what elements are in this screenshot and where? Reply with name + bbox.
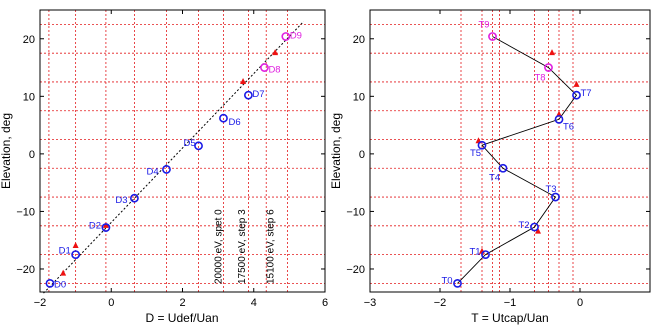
x-tick-label: 4 (251, 297, 257, 309)
grid (370, 10, 650, 292)
y-axis-label: Elevation, deg (0, 113, 13, 189)
red-marker (549, 49, 555, 56)
data-point-T6 (554, 114, 564, 124)
y-tick-label: −20 (346, 264, 365, 276)
vertical-annotation: 17500 eV, step 3 (237, 209, 248, 284)
y-tick-label: −10 (16, 206, 35, 218)
point-label-T1: T1 (470, 247, 481, 258)
point-label-T2: T2 (519, 220, 530, 231)
red-marker (272, 49, 279, 56)
data-point-T7 (572, 90, 581, 100)
x-tick-label: −2 (434, 297, 447, 309)
series-line (457, 36, 578, 284)
red-marker (573, 80, 580, 87)
vertical-annotation: 15100 eV, step 6 (265, 209, 276, 284)
data-point-T8 (544, 63, 553, 72)
y-tick-label: 20 (353, 34, 365, 46)
data-point-D4 (162, 165, 171, 174)
point-label-D4: D4 (146, 166, 158, 177)
point-label-D9: D9 (290, 30, 302, 41)
point-label-T8: T8 (535, 73, 546, 84)
point-label-T5: T5 (470, 148, 481, 159)
point-label-D5: D5 (184, 138, 196, 149)
y-tick-label: 20 (23, 34, 35, 46)
data-point-D6 (219, 113, 228, 123)
red-marker (535, 227, 541, 234)
y-tick-label: −10 (346, 206, 365, 218)
point-label-T0: T0 (442, 275, 453, 286)
data-point-D8 (260, 63, 269, 72)
point-label-D7: D7 (252, 89, 264, 100)
left-chart: 20000 eV, spet 0 17500 eV, step 3 15100 eV… (0, 9, 328, 325)
x-tick-label: 6 (322, 297, 328, 309)
data-point-D3 (130, 193, 139, 203)
data-point-T4 (498, 163, 508, 173)
x-axis-label: T = Utcap/Uan (471, 311, 548, 325)
red-marker (240, 77, 247, 84)
y-tick-label: 10 (353, 91, 365, 103)
grid (40, 10, 325, 292)
annotations (457, 36, 578, 284)
data-point-D5 (194, 141, 203, 151)
x-tick-label: 0 (108, 297, 114, 309)
x-tick-label: 0 (577, 297, 583, 309)
data-point-T9 (488, 32, 497, 41)
point-label-T4: T4 (489, 172, 500, 183)
point-label-D3: D3 (115, 195, 127, 206)
point-label-T7: T7 (581, 88, 592, 99)
data-point-T0 (453, 278, 462, 288)
x-axis-label: D = Udef/Uan (145, 311, 218, 325)
data-point-T2 (530, 222, 539, 232)
x-tick-label: −3 (364, 297, 377, 309)
data-point-D1 (71, 250, 81, 259)
y-tick-label: 0 (359, 149, 365, 161)
data-point-D0 (45, 278, 55, 288)
point-label-D1: D1 (59, 246, 71, 257)
x-tick-label: −2 (34, 297, 47, 309)
vertical-annotation: 20000 eV, spet 0 (214, 209, 225, 284)
x-tick-label: 2 (179, 297, 185, 309)
y-tick-label: −20 (16, 264, 35, 276)
marks: D0 D1 D2 D3 D4 D5 D6 D7 D8 D9 (45, 30, 302, 290)
point-label-D6: D6 (228, 117, 240, 128)
data-point-D7 (244, 90, 253, 100)
y-tick-label: 0 (29, 149, 35, 161)
data-point-T3 (551, 192, 560, 202)
point-label-T6: T6 (563, 121, 574, 132)
plot-area (40, 10, 325, 292)
data-point-T1 (481, 250, 490, 259)
marks: T0 T1 T2 T3 T4 T5 T6 T7 T8 T9 (442, 19, 592, 288)
point-label-D0: D0 (54, 279, 66, 290)
x-tick-label: −1 (504, 297, 517, 309)
point-label-T9: T9 (479, 19, 490, 30)
point-label-D2: D2 (89, 221, 101, 232)
y-tick-label: 10 (23, 91, 35, 103)
point-label-D8: D8 (268, 65, 280, 76)
plot-area (370, 10, 650, 292)
red-marker (60, 269, 67, 276)
red-marker (72, 241, 79, 248)
data-point-D9 (281, 32, 291, 41)
data-point-D2 (101, 223, 111, 232)
red-marker (102, 221, 109, 228)
point-label-T3: T3 (546, 184, 557, 195)
y-axis-label: Elevation, deg (329, 113, 343, 189)
data-point-T5 (477, 140, 487, 150)
